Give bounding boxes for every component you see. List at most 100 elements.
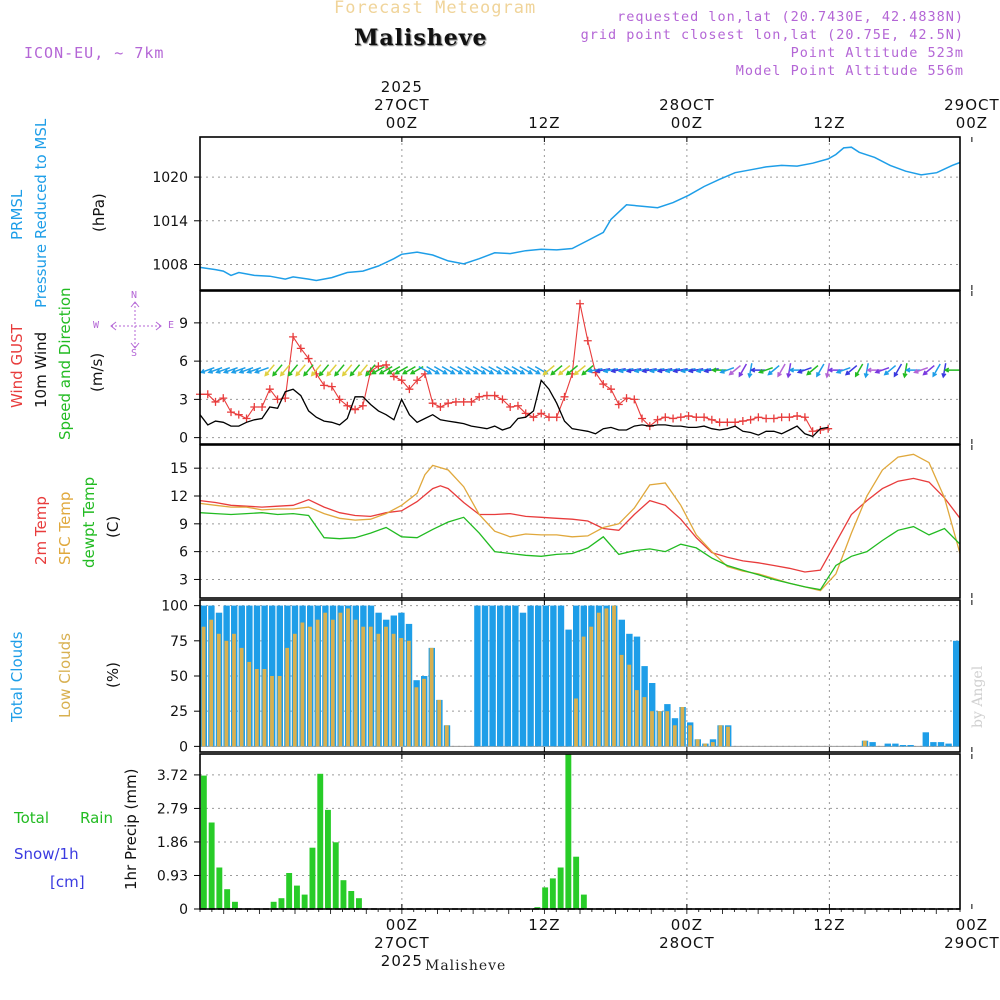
compass-n: N bbox=[131, 290, 138, 301]
wind-direction-arrow bbox=[370, 365, 385, 375]
gust-marker bbox=[544, 413, 553, 422]
low-cloud-bar bbox=[634, 690, 639, 747]
wind-direction-arrow bbox=[230, 366, 246, 374]
low-cloud-bar bbox=[726, 726, 730, 747]
wind-direction-arrow bbox=[394, 365, 409, 375]
wind-direction-arrow bbox=[287, 364, 299, 377]
y-tick-label: 12 bbox=[170, 489, 188, 505]
total-cloud-bar bbox=[884, 743, 891, 747]
gust-marker bbox=[529, 413, 538, 422]
wind-direction-arrow bbox=[932, 363, 941, 378]
y-tick-label: 50 bbox=[170, 669, 188, 685]
gust-marker bbox=[552, 413, 561, 422]
wind-direction-arrow bbox=[893, 363, 903, 378]
wind-direction-arrow bbox=[465, 365, 479, 375]
total-cloud-bar bbox=[504, 605, 511, 747]
compass-w: W bbox=[93, 320, 100, 331]
low-cloud-bar bbox=[642, 697, 647, 747]
compass-rose bbox=[110, 301, 162, 349]
low-cloud-bar bbox=[270, 676, 274, 747]
total-cloud-bar bbox=[565, 629, 572, 747]
wind-direction-arrow bbox=[641, 368, 657, 374]
precip-bar bbox=[232, 901, 238, 909]
wind-direction-arrow bbox=[758, 366, 773, 374]
wind-direction-arrow bbox=[587, 368, 603, 374]
gust-marker bbox=[289, 332, 298, 341]
wind-direction-arrow bbox=[318, 364, 330, 377]
gust-marker bbox=[467, 397, 476, 406]
gust-marker bbox=[692, 413, 701, 422]
gust-marker bbox=[242, 414, 251, 423]
low-cloud-bar bbox=[338, 612, 343, 747]
gust-marker bbox=[560, 392, 569, 401]
gust-marker bbox=[630, 395, 639, 404]
wind-direction-arrow bbox=[310, 364, 322, 377]
gust-marker bbox=[754, 413, 763, 422]
gust-marker bbox=[296, 344, 305, 353]
low-cloud-bar bbox=[581, 636, 586, 747]
wind-direction-arrow bbox=[806, 365, 819, 376]
gust-marker bbox=[320, 381, 329, 390]
wind-direction-arrow bbox=[199, 366, 215, 374]
gust-marker bbox=[451, 397, 460, 406]
y-tick-label: 9 bbox=[179, 316, 188, 332]
total-cloud-bar bbox=[542, 605, 549, 747]
wind-direction-arrow bbox=[246, 366, 262, 374]
low-cloud-bar bbox=[688, 725, 692, 747]
wind-direction-arrow bbox=[922, 365, 935, 376]
low-cloud-bar bbox=[224, 640, 229, 747]
gust-marker bbox=[808, 427, 817, 436]
gust-marker bbox=[219, 394, 228, 403]
low-cloud-bar bbox=[315, 619, 320, 747]
wind-direction-arrow bbox=[238, 366, 254, 374]
gust-marker bbox=[304, 354, 313, 363]
low-cloud-bar bbox=[862, 740, 867, 747]
low-cloud-bar bbox=[619, 654, 624, 747]
low-cloud-bar bbox=[672, 725, 677, 747]
total-cloud-bar bbox=[276, 605, 283, 747]
y-tick-label: 0 bbox=[179, 739, 188, 755]
wind-direction-arrow bbox=[565, 365, 579, 376]
gust-marker bbox=[769, 414, 778, 423]
wind-direction-arrow bbox=[341, 364, 353, 377]
wind-direction-arrow bbox=[503, 365, 518, 375]
compass-e: E bbox=[168, 320, 175, 331]
low-cloud-bar bbox=[718, 725, 723, 747]
panel-frame bbox=[199, 444, 961, 599]
gust-marker bbox=[490, 391, 499, 400]
wind-direction-arrow bbox=[279, 364, 291, 377]
wind-direction-arrow bbox=[426, 365, 441, 375]
total-cloud-bar bbox=[269, 605, 276, 747]
low-cloud-bar bbox=[589, 626, 594, 747]
wind-direction-arrow bbox=[664, 368, 681, 374]
location-title: Malisheve bbox=[354, 25, 488, 51]
gust-marker bbox=[700, 413, 709, 422]
y-tick-label: 75 bbox=[170, 634, 188, 650]
gust-marker bbox=[607, 385, 616, 394]
low-cloud-bar bbox=[422, 678, 426, 747]
low-cloud-bar bbox=[406, 640, 411, 747]
gust-marker bbox=[793, 411, 802, 420]
gust-marker bbox=[203, 390, 212, 399]
wind-direction-arrow bbox=[874, 366, 890, 374]
low-cloud-bar bbox=[353, 619, 358, 747]
total-cloud-bar bbox=[937, 742, 945, 747]
wind-direction-arrow bbox=[573, 365, 586, 376]
low-cloud-bar bbox=[703, 743, 708, 747]
precip-bar bbox=[301, 894, 308, 909]
y-tick-label: 3 bbox=[179, 392, 188, 408]
gust-marker bbox=[382, 360, 391, 369]
low-cloud-bar bbox=[308, 626, 312, 747]
gust-marker bbox=[358, 401, 367, 410]
wind-direction-arrow bbox=[687, 368, 704, 374]
low-cloud-bar bbox=[429, 647, 434, 747]
wind-direction-arrow bbox=[633, 368, 650, 374]
low-cloud-bar bbox=[232, 633, 236, 747]
gust-marker bbox=[521, 409, 530, 418]
gust-marker bbox=[576, 299, 584, 308]
wind-direction-arrow bbox=[649, 368, 665, 374]
time-label-top: 29OCT bbox=[944, 96, 1000, 114]
gust-marker bbox=[653, 415, 662, 424]
gust-marker bbox=[513, 401, 522, 410]
